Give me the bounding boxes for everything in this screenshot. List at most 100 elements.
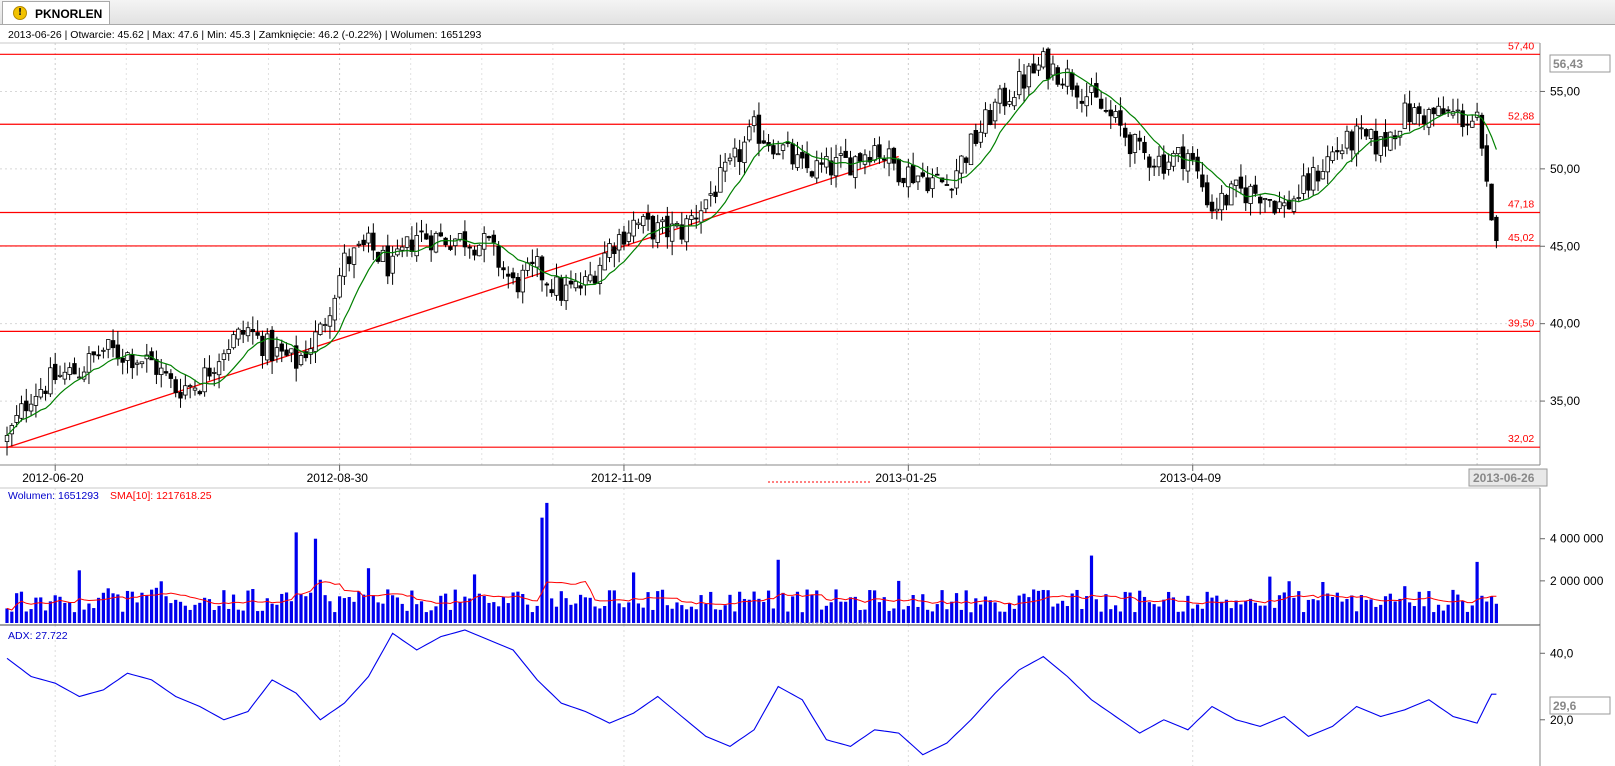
volume-bar [1253, 602, 1257, 623]
candle-body [1017, 71, 1022, 96]
stock-chart[interactable]: 2013-06-26 | Otwarcie: 45.62 | Max: 47.6… [0, 25, 1615, 766]
candle-body [91, 351, 96, 356]
candle-body [62, 371, 68, 380]
candle-body [597, 264, 603, 284]
volume-bar [477, 593, 481, 623]
candle-body [829, 160, 834, 176]
volume-bar [1224, 599, 1229, 623]
candle-body [486, 236, 492, 239]
volume-bar [1229, 608, 1233, 623]
volume-bar [1311, 599, 1315, 623]
candle-body [409, 239, 415, 253]
volume-bar [844, 601, 848, 623]
candle-body [284, 349, 289, 356]
candle-body [274, 347, 280, 357]
candle-body [1267, 199, 1273, 201]
candle-body [703, 199, 709, 210]
volume-bar [752, 591, 756, 623]
candles [4, 47, 1499, 456]
volume-bar [1181, 611, 1185, 623]
candle-body [1470, 120, 1475, 128]
volume-bar [906, 605, 910, 623]
candle-body [554, 276, 559, 296]
volume-bar [472, 574, 477, 623]
candle-body [86, 353, 92, 373]
candle-body [1123, 127, 1128, 138]
volume-bar [1007, 603, 1012, 623]
volume-bar [1133, 612, 1137, 623]
volume-bar [882, 597, 886, 623]
candle-body [168, 373, 174, 379]
volume-bar [1258, 605, 1262, 623]
candle-body [747, 126, 752, 141]
candle-body [1132, 134, 1138, 153]
volume-bar [1248, 598, 1253, 623]
volume-bar [43, 610, 48, 623]
candle-body [732, 147, 738, 158]
volume-bar [665, 605, 669, 623]
volume-bar [352, 601, 356, 623]
tab-pknorlen[interactable]: ! PKNORLEN [2, 1, 110, 24]
volume-bar [453, 589, 457, 623]
candle-body [265, 333, 270, 361]
volume-sma-line [6, 580, 1497, 611]
candle-body [1094, 83, 1099, 98]
candle-body [1065, 68, 1070, 87]
candle-body [361, 239, 366, 246]
candle-body [400, 246, 405, 251]
tab-bar: ! PKNORLEN [0, 0, 1615, 25]
candle-body [1118, 110, 1123, 126]
volume-bar [1046, 590, 1050, 623]
candle-body [1151, 165, 1157, 168]
volume-bar [660, 589, 665, 623]
adx-panel: ADX: 27.722 20,0 40,0 29,6 [0, 624, 1611, 766]
candle-body [245, 327, 251, 337]
candle-body [515, 277, 521, 293]
volume-bar [304, 596, 308, 623]
volume-bar [574, 603, 578, 623]
candle-body [506, 273, 511, 277]
candle-body [785, 142, 791, 144]
candle-body [96, 354, 101, 357]
volume-bar [1335, 592, 1339, 623]
candle-body [983, 109, 988, 134]
candle-body [1084, 96, 1089, 107]
volume-bar [1205, 591, 1209, 623]
volume-bar [791, 596, 795, 623]
volume-bar [887, 610, 891, 623]
candle-body [269, 329, 275, 362]
volume-bar [386, 589, 390, 623]
date-ticks: 2012-06-20 2012-08-30 2012-11-09 2013-01-25… [22, 465, 1221, 485]
volume-bar [256, 611, 260, 623]
level-label: 57,40 [1508, 40, 1534, 52]
candle-body [896, 158, 901, 183]
volume-bar [1220, 601, 1224, 623]
volume-bar [145, 595, 149, 623]
volume-bar [868, 590, 872, 623]
volume-bar [689, 606, 694, 623]
candle-body [992, 101, 998, 122]
last-date-label: 2013-06-26 [1473, 471, 1535, 485]
volume-bar [121, 611, 125, 623]
volume-bar [1060, 600, 1065, 623]
volume-bar [834, 589, 838, 623]
candle-body [872, 145, 877, 161]
volume-bar [82, 609, 86, 623]
candle-body [1306, 173, 1311, 191]
candle-body [240, 330, 246, 335]
candle-body [1089, 85, 1094, 93]
volume-bar [656, 591, 660, 623]
volume-bar [188, 609, 192, 623]
candle-body [1445, 109, 1451, 112]
volume-bar [101, 592, 105, 623]
price-y-label: 45,00 [1550, 239, 1580, 253]
candle-body [212, 372, 217, 374]
candle-body [1233, 179, 1239, 186]
volume-bar [1263, 605, 1267, 623]
candle-body [530, 261, 535, 265]
volume-bar [1089, 555, 1094, 623]
volume-bar [897, 580, 901, 623]
candle-body [1142, 141, 1147, 154]
volume-sma-path [6, 580, 1497, 611]
candle-body [1219, 192, 1224, 211]
